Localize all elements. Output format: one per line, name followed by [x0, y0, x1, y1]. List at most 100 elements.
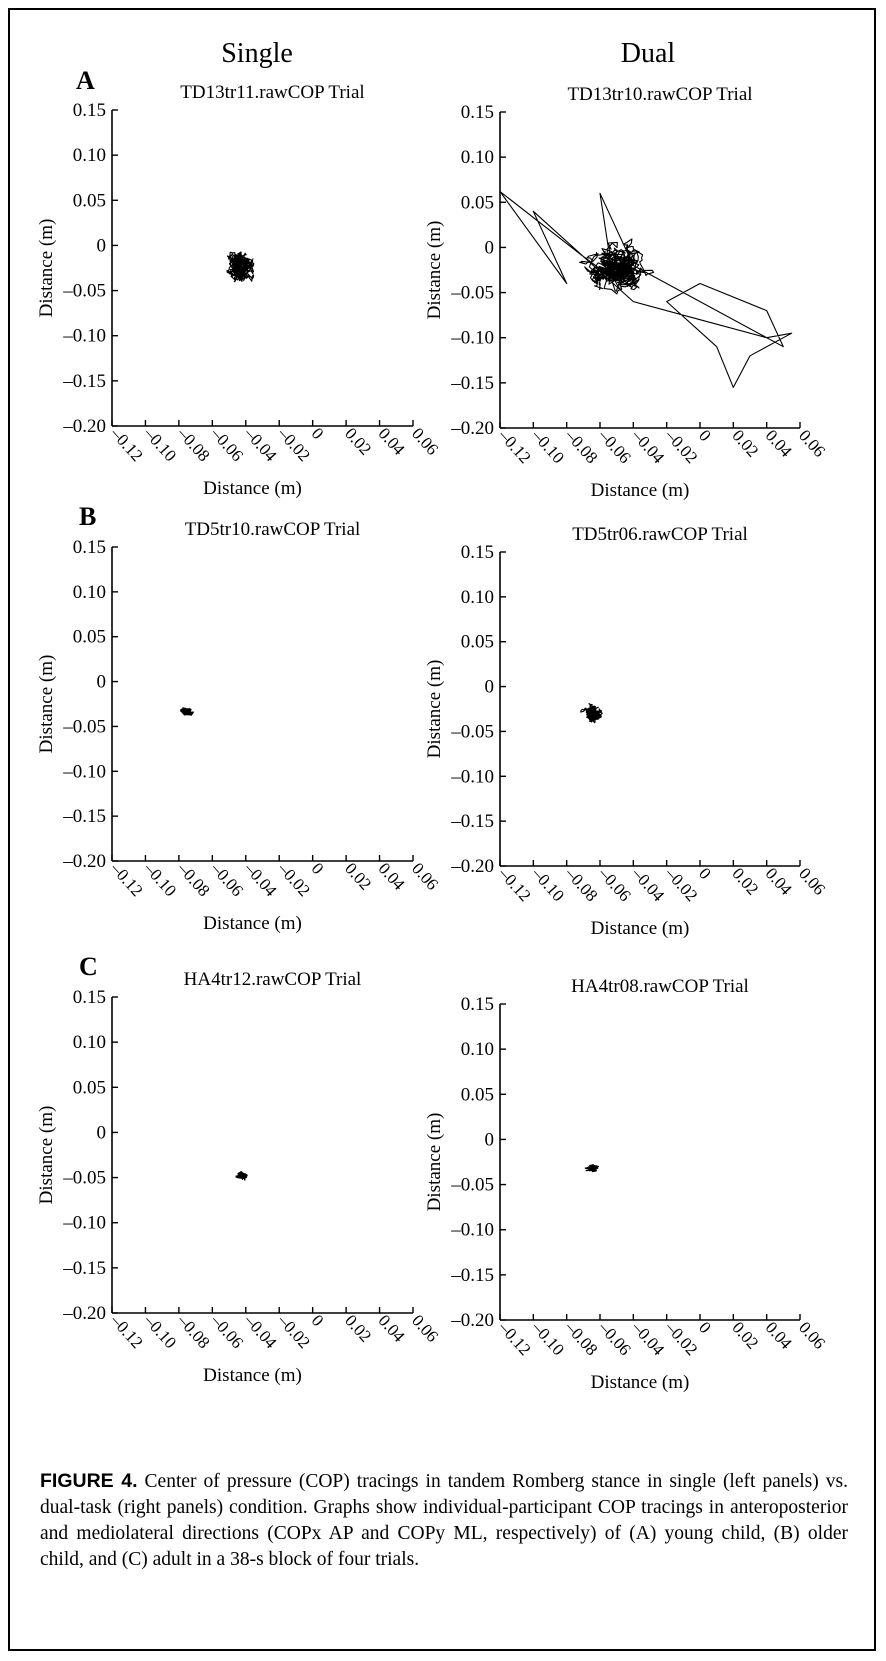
x-tick-label: –0.12: [494, 425, 534, 467]
x-tick-label: –0.12: [106, 1310, 146, 1352]
y-tick-label: 0.15: [73, 987, 106, 1008]
x-tick-label: –0.02: [661, 863, 701, 905]
x-tick-label: –0.08: [561, 863, 601, 905]
y-tick-label: –0.15: [450, 373, 494, 394]
x-tick-label: 0: [695, 1318, 715, 1337]
cop-trace-line: [180, 707, 195, 716]
x-tick-label: –0.02: [274, 858, 314, 900]
y-tick-label: –0.10: [62, 326, 106, 347]
y-tick-label: –0.20: [450, 418, 494, 439]
y-tick-label: 0.05: [73, 627, 106, 648]
y-tick-label: –0.10: [62, 1213, 106, 1234]
x-tick-label: –0.06: [594, 863, 634, 905]
x-tick-label: –0.02: [661, 1317, 701, 1359]
y-tick-label: 0: [485, 1129, 495, 1150]
y-tick-label: –0.20: [62, 416, 106, 437]
y-tick-label: –0.10: [62, 761, 106, 782]
x-tick-label: –0.10: [140, 423, 180, 465]
y-tick-label: –0.15: [62, 806, 106, 827]
x-axis-label: Distance (m): [203, 1365, 302, 1386]
x-tick-label: –0.04: [240, 423, 281, 465]
x-tick-label: –0.02: [661, 425, 701, 467]
y-tick-label: –0.05: [62, 716, 106, 737]
x-tick-label: 0.02: [728, 426, 762, 461]
y-axis-label: Distance (m): [424, 660, 445, 759]
x-tick-label: 0.04: [375, 1311, 409, 1346]
x-tick-label: –0.02: [274, 1310, 314, 1352]
y-tick-label: 0.10: [73, 582, 106, 603]
x-tick-label: 0: [308, 1311, 328, 1330]
x-tick-label: –0.04: [628, 1317, 669, 1359]
y-tick-label: –0.15: [62, 1258, 106, 1279]
y-tick-label: 0: [97, 235, 107, 256]
y-tick-label: –0.10: [450, 328, 494, 349]
x-tick-label: 0.06: [795, 1318, 829, 1353]
x-tick-label: 0.04: [762, 1318, 796, 1353]
x-tick-label: –0.12: [494, 1317, 534, 1359]
figure-frame: [8, 8, 876, 1651]
y-tick-label: 0.15: [73, 537, 106, 558]
y-tick-label: 0.10: [461, 1039, 494, 1060]
y-tick-label: –0.20: [450, 856, 494, 877]
x-axis-label: Distance (m): [591, 1372, 690, 1393]
y-tick-label: 0.10: [73, 1032, 106, 1053]
column-header-single: Single: [221, 38, 293, 69]
y-tick-label: –0.15: [450, 1265, 494, 1286]
chart-td5tr06: TD5tr06.rawCOP Trial 0.15 0.10 0.05 0 –0.05 –0…: [418, 520, 838, 950]
x-tick-label: –0.04: [628, 863, 669, 905]
y-tick-label: –0.20: [450, 1310, 494, 1331]
x-tick-label: –0.06: [594, 425, 634, 467]
figure-label: FIGURE 4.: [40, 1470, 138, 1492]
x-tick-label: 0.06: [795, 864, 829, 899]
chart-svg: HA4tr12.rawCOP Trial 0.15 0.10 0.05 0 –0.05 –0…: [36, 969, 442, 1386]
chart-svg: TD13tr11.rawCOP Trial 0.15 0.10 0.05 0 –0.05 –…: [36, 82, 442, 499]
y-tick-label: –0.20: [62, 1303, 106, 1324]
x-axis-label: Distance (m): [203, 913, 302, 934]
chart-title: TD5tr10.rawCOP Trial: [185, 519, 361, 540]
x-tick-label: 0.06: [795, 426, 829, 461]
y-tick-label: 0.05: [461, 192, 494, 213]
panel-letter-a: A: [76, 66, 95, 95]
x-tick-label: 0.02: [341, 424, 375, 459]
cop-trace-line: [226, 251, 255, 283]
x-tick-label: –0.06: [207, 1310, 247, 1352]
x-tick-label: –0.12: [494, 863, 534, 905]
x-tick-label: 0.02: [728, 1318, 762, 1353]
y-tick-label: 0.15: [461, 994, 494, 1015]
y-tick-label: –0.05: [450, 721, 494, 742]
chart-title: HA4tr12.rawCOP Trial: [184, 969, 362, 990]
y-tick-label: –0.15: [62, 371, 106, 392]
x-tick-label: –0.10: [528, 863, 568, 905]
column-header-dual: Dual: [620, 38, 676, 69]
y-tick-label: 0: [485, 677, 495, 698]
y-axis-label: Distance (m): [36, 1106, 57, 1205]
x-tick-label: –0.12: [106, 858, 146, 900]
x-axis-label: Distance (m): [203, 478, 302, 499]
x-tick-label: –0.06: [207, 858, 247, 900]
y-axis-label: Distance (m): [424, 1113, 445, 1212]
x-tick-label: 0.02: [341, 859, 375, 894]
chart-td5tr10: TD5tr10.rawCOP Trial 0.15 0.10 0.05 0 –0.05 –0…: [30, 515, 442, 945]
x-tick-label: 0.04: [375, 859, 409, 894]
x-tick-label: 0.04: [762, 864, 796, 899]
x-tick-label: –0.08: [173, 423, 213, 465]
x-tick-label: 0.02: [341, 1311, 375, 1346]
x-tick-label: 0.04: [762, 426, 796, 461]
x-axis-label: Distance (m): [591, 480, 690, 501]
y-tick-label: 0.10: [73, 145, 106, 166]
cop-trace-line: [580, 702, 603, 724]
x-tick-label: –0.06: [594, 1317, 634, 1359]
y-tick-label: 0.10: [461, 587, 494, 608]
chart-svg: TD5tr10.rawCOP Trial 0.15 0.10 0.05 0 –0.05 –0…: [36, 519, 442, 934]
y-tick-label: 0.05: [461, 632, 494, 653]
y-tick-label: –0.15: [450, 811, 494, 832]
chart-ha4tr12: HA4tr12.rawCOP Trial 0.15 0.10 0.05 0 –0.05 –0…: [30, 965, 442, 1395]
x-tick-label: –0.04: [628, 425, 669, 467]
x-tick-label: –0.04: [240, 858, 281, 900]
chart-svg: HA4tr08.rawCOP Trial 0.15 0.10 0.05 0 –0.05 –0…: [424, 976, 829, 1393]
chart-ha4tr08: HA4tr08.rawCOP Trial 0.15 0.10 0.05 0 –0.05 –0…: [418, 968, 838, 1398]
y-axis-label: Distance (m): [424, 221, 445, 320]
chart-title: TD13tr10.rawCOP Trial: [567, 84, 752, 105]
chart-svg: TD13tr10.rawCOP Trial 0.15 0.10 0.05 0 –0.05 –…: [424, 84, 829, 501]
x-tick-label: –0.02: [274, 423, 314, 465]
